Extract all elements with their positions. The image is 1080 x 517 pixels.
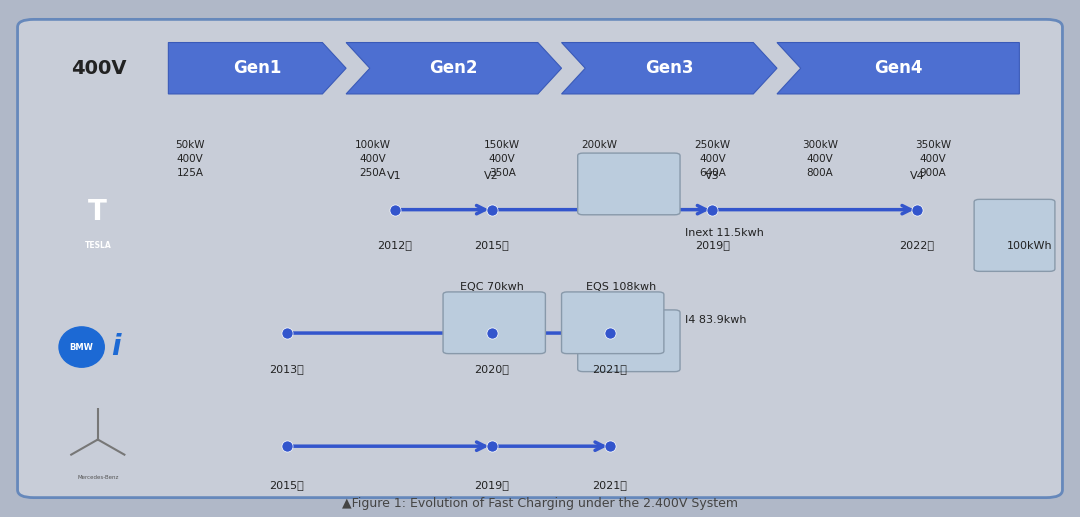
Text: 200kW
400V
500A: 200kW 400V 500A — [581, 140, 618, 178]
FancyBboxPatch shape — [578, 310, 680, 372]
Text: Gen1: Gen1 — [233, 59, 282, 77]
Text: 2021年: 2021年 — [593, 364, 627, 374]
Text: V2: V2 — [484, 171, 499, 181]
Text: 150kW
400V
350A: 150kW 400V 350A — [484, 140, 521, 178]
Text: 400V: 400V — [70, 59, 126, 78]
Text: 2020年: 2020年 — [474, 364, 509, 374]
Text: 300kW
400V
800A: 300kW 400V 800A — [802, 140, 838, 178]
Text: ▲Figure 1: Evolution of Fast Charging under the 2.400V System: ▲Figure 1: Evolution of Fast Charging un… — [342, 497, 738, 510]
FancyBboxPatch shape — [443, 292, 545, 354]
Polygon shape — [562, 42, 777, 94]
FancyBboxPatch shape — [578, 153, 680, 215]
Polygon shape — [777, 42, 1020, 94]
Text: V1: V1 — [388, 171, 402, 181]
FancyBboxPatch shape — [17, 19, 1063, 498]
Text: 2019年: 2019年 — [474, 480, 509, 490]
Text: 2015年: 2015年 — [474, 240, 509, 251]
Text: Gen3: Gen3 — [645, 59, 693, 77]
Text: 2013年: 2013年 — [270, 364, 305, 374]
Text: Gen2: Gen2 — [430, 59, 478, 77]
Text: 50kW
400V
125A: 50kW 400V 125A — [175, 140, 204, 178]
Text: 250kW
400V
640A: 250kW 400V 640A — [694, 140, 730, 178]
Text: EQS 108kwh: EQS 108kwh — [585, 282, 656, 292]
Text: 2012年: 2012年 — [377, 240, 411, 251]
Polygon shape — [346, 42, 562, 94]
Text: V3: V3 — [705, 171, 719, 181]
FancyBboxPatch shape — [562, 292, 664, 354]
Polygon shape — [168, 42, 346, 94]
Text: 2022年: 2022年 — [900, 240, 934, 251]
FancyBboxPatch shape — [974, 200, 1055, 271]
Text: 100kWh: 100kWh — [1008, 240, 1053, 251]
Text: 2019年: 2019年 — [694, 240, 730, 251]
Text: Inext 11.5kwh: Inext 11.5kwh — [686, 228, 765, 238]
Text: 100kW
400V
250A: 100kW 400V 250A — [355, 140, 391, 178]
Text: 2021年: 2021年 — [593, 480, 627, 490]
Text: I4 83.9kwh: I4 83.9kwh — [686, 315, 747, 325]
Text: Gen4: Gen4 — [874, 59, 922, 77]
Text: V4: V4 — [909, 171, 924, 181]
Text: 350kW
400V
900A: 350kW 400V 900A — [915, 140, 951, 178]
Text: 2015年: 2015年 — [270, 480, 305, 490]
Text: EQC 70kwh: EQC 70kwh — [460, 282, 524, 292]
